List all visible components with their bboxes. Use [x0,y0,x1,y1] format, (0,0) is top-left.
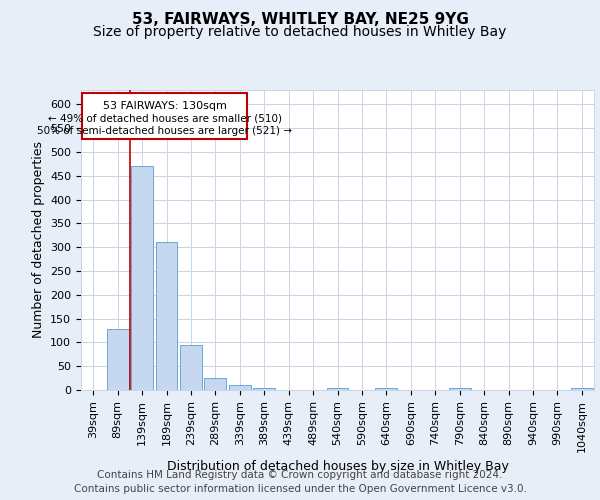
Bar [205,378,226,390]
Bar [449,388,470,390]
Bar [326,388,349,390]
Bar [229,385,251,390]
Text: ← 49% of detached houses are smaller (510): ← 49% of detached houses are smaller (51… [47,114,281,124]
Text: Contains HM Land Registry data © Crown copyright and database right 2024.
Contai: Contains HM Land Registry data © Crown c… [74,470,526,494]
Bar [107,329,128,390]
Bar [571,388,593,390]
Bar [180,345,202,390]
Bar [155,242,178,390]
Text: 53, FAIRWAYS, WHITLEY BAY, NE25 9YG: 53, FAIRWAYS, WHITLEY BAY, NE25 9YG [131,12,469,28]
Bar [253,388,275,390]
Text: 53 FAIRWAYS: 130sqm: 53 FAIRWAYS: 130sqm [103,101,227,111]
Bar [376,388,397,390]
Bar [131,166,153,390]
X-axis label: Distribution of detached houses by size in Whitley Bay: Distribution of detached houses by size … [167,460,508,473]
Text: 50% of semi-detached houses are larger (521) →: 50% of semi-detached houses are larger (… [37,126,292,136]
Y-axis label: Number of detached properties: Number of detached properties [32,142,44,338]
Text: Size of property relative to detached houses in Whitley Bay: Size of property relative to detached ho… [94,25,506,39]
FancyBboxPatch shape [82,94,247,139]
